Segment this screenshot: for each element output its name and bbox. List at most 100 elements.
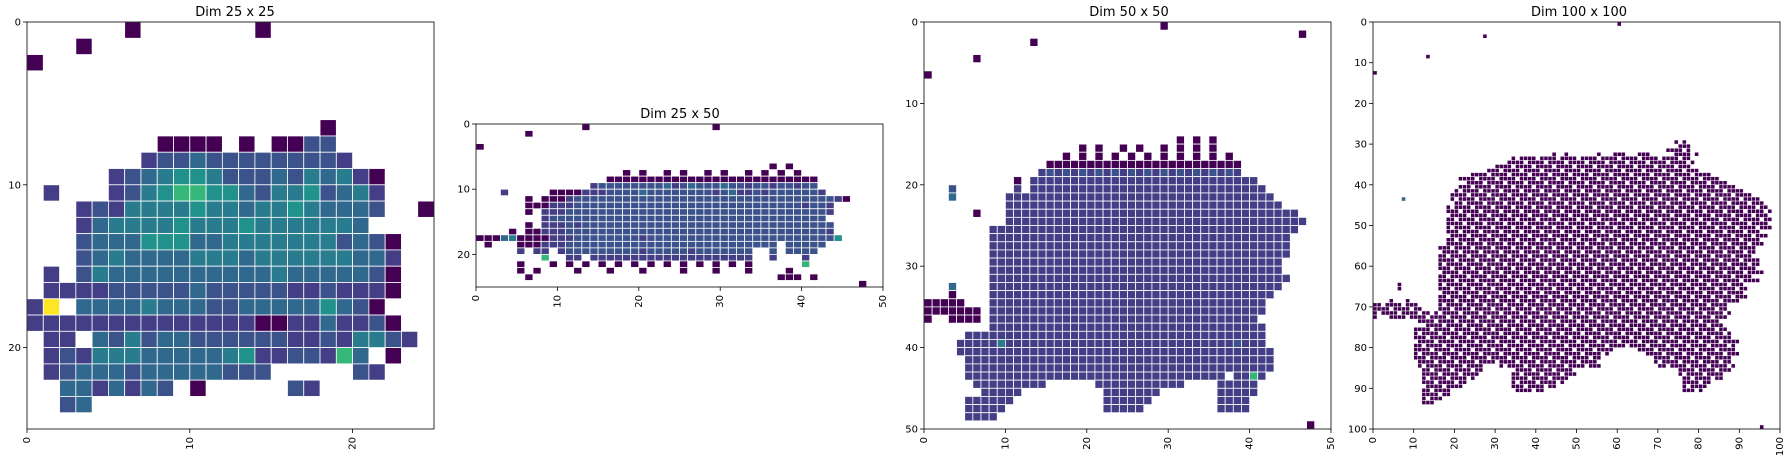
heatmap-cell xyxy=(1005,273,1014,283)
heatmap-cell xyxy=(1673,351,1679,356)
heatmap-cell xyxy=(1547,331,1553,336)
heatmap-cell xyxy=(1013,184,1023,194)
heatmap-cell xyxy=(776,188,786,197)
heatmap-cell xyxy=(1531,208,1537,214)
heatmap-cell xyxy=(1208,298,1218,308)
heatmap-cell xyxy=(1576,208,1581,214)
heatmap-cell xyxy=(1425,363,1431,369)
heatmap-cell xyxy=(670,227,680,236)
heatmap-cell xyxy=(1159,176,1169,186)
heatmap-cell xyxy=(1005,379,1014,389)
heatmap-cell xyxy=(670,201,680,210)
heatmap-cell xyxy=(1184,322,1194,332)
heatmap-cell xyxy=(1649,327,1655,332)
heatmap-cell xyxy=(565,221,575,229)
heatmap-cell xyxy=(1224,330,1234,340)
heatmap-cell xyxy=(956,314,966,324)
heatmap-cell xyxy=(1454,188,1459,194)
heatmap-cell xyxy=(1462,257,1467,263)
heatmap-cell xyxy=(565,208,575,216)
heatmap-cell xyxy=(1458,253,1463,259)
heatmap-cell xyxy=(1466,282,1471,287)
heatmap-cell xyxy=(1511,270,1516,275)
heatmap-cell xyxy=(1604,286,1610,291)
heatmap-cell xyxy=(1458,241,1463,247)
heatmap-cell xyxy=(173,265,191,283)
heatmap-cell xyxy=(736,253,746,262)
heatmap-cell xyxy=(1102,176,1112,186)
heatmap-cell xyxy=(1539,200,1545,206)
heatmap-cell xyxy=(26,314,44,332)
heatmap-cell xyxy=(1474,327,1480,332)
heatmap-cell xyxy=(221,282,240,300)
heatmap-cell xyxy=(1143,306,1153,316)
heatmap-cell xyxy=(1515,213,1520,218)
heatmap-cell xyxy=(1535,253,1541,259)
heatmap-cell xyxy=(1621,176,1626,181)
heatmap-cell xyxy=(1494,294,1500,300)
heatmap-cell xyxy=(1669,282,1675,287)
heatmap-cell xyxy=(1515,343,1520,348)
heatmap-cell xyxy=(1013,355,1023,365)
heatmap-cell xyxy=(622,201,632,210)
heatmap-cell xyxy=(1726,237,1732,243)
heatmap-cell xyxy=(923,314,933,324)
heatmap-cell xyxy=(1094,265,1104,275)
heatmap-cell xyxy=(1714,339,1720,344)
heatmap-cell xyxy=(1159,306,1169,316)
heatmap-cell xyxy=(1531,257,1537,263)
heatmap-cell xyxy=(1127,290,1137,300)
heatmap-cell xyxy=(1547,249,1553,255)
heatmap-cell xyxy=(1730,200,1736,206)
heatmap-cell xyxy=(1633,233,1638,238)
heatmap-cell xyxy=(1669,249,1675,255)
heatmap-cell xyxy=(1686,274,1691,279)
heatmap-cell xyxy=(670,221,680,229)
heatmap-cell xyxy=(1718,314,1724,320)
heatmap-cell xyxy=(1454,306,1459,312)
heatmap-cell xyxy=(1224,184,1234,194)
heatmap-cell xyxy=(1596,188,1602,194)
heatmap-cell xyxy=(1539,217,1545,222)
heatmap-cell xyxy=(988,306,998,316)
heatmap-cell xyxy=(1200,273,1210,283)
heatmap-cell xyxy=(1690,331,1695,336)
heatmap-cell xyxy=(1751,196,1756,202)
heatmap-cell xyxy=(1405,306,1410,312)
heatmap-cell xyxy=(1535,225,1541,230)
heatmap-cell xyxy=(1208,143,1218,153)
heatmap-cell xyxy=(1669,278,1675,283)
heatmap-cell xyxy=(303,379,321,397)
heatmap-cell xyxy=(173,330,191,349)
heatmap-cell xyxy=(1588,282,1594,287)
heatmap-cell xyxy=(630,214,640,223)
heatmap-cell xyxy=(1539,314,1545,320)
heatmap-cell xyxy=(784,162,794,171)
heatmap-cell xyxy=(1718,290,1724,295)
heatmap-cell xyxy=(1718,221,1724,226)
heatmap-cell xyxy=(1159,273,1169,283)
heatmap-cell xyxy=(1600,265,1606,271)
heatmap-cell xyxy=(1702,322,1707,328)
heatmap-cell xyxy=(1555,253,1561,259)
heatmap-cell xyxy=(1070,298,1080,308)
heatmap-cell xyxy=(736,214,746,223)
heatmap-cell xyxy=(1127,379,1137,389)
heatmap-cell xyxy=(1580,278,1585,283)
heatmap-cell xyxy=(1641,180,1646,186)
plot-frame xyxy=(26,21,435,430)
heatmap-cell xyxy=(1511,274,1516,279)
heatmap-cell xyxy=(1669,168,1675,173)
heatmap-cell xyxy=(768,227,778,236)
heatmap-cell xyxy=(1474,261,1480,267)
heatmap-cell xyxy=(1502,339,1508,344)
heatmap-cell xyxy=(270,168,288,186)
heatmap-cell xyxy=(1694,294,1699,300)
heatmap-cell xyxy=(319,314,337,332)
heatmap-cell xyxy=(1653,359,1659,365)
heatmap-cell xyxy=(1706,253,1712,259)
heatmap-cell xyxy=(1755,221,1760,226)
heatmap-cell xyxy=(1454,286,1459,291)
heatmap-cell xyxy=(1588,208,1594,214)
heatmap-cell xyxy=(1653,310,1659,316)
